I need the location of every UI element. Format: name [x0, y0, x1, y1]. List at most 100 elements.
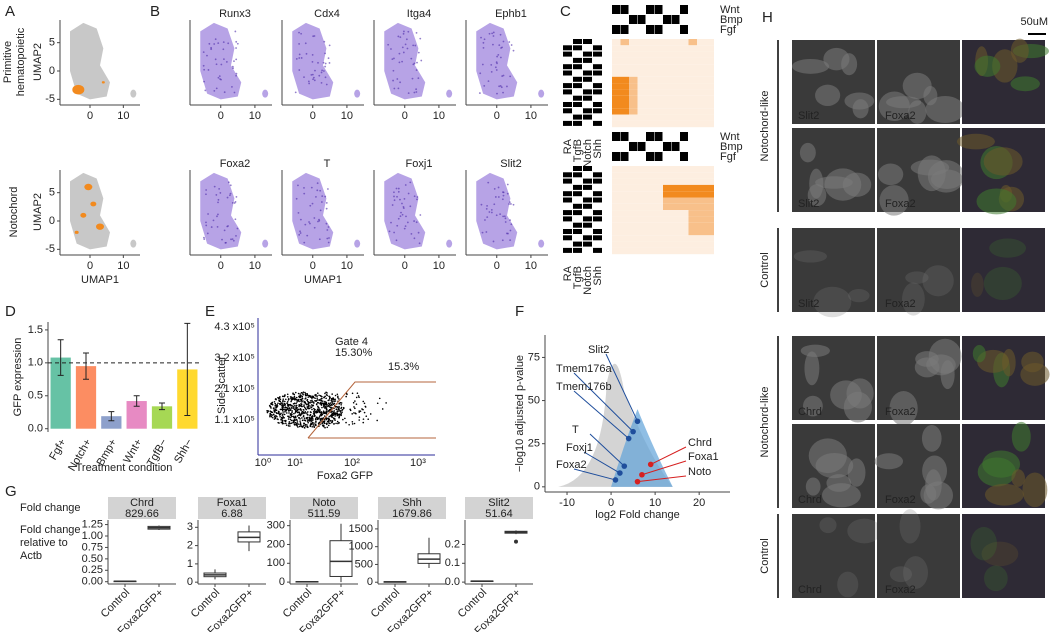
event-dot — [358, 411, 361, 413]
event-dot — [269, 412, 272, 415]
umap-dot — [398, 52, 401, 55]
event-dot — [321, 418, 324, 420]
event-dot — [292, 393, 294, 395]
event-dot — [282, 411, 284, 413]
strip-title: Chrd — [130, 497, 154, 509]
umap-dot — [411, 77, 414, 80]
micrograph-feature — [1011, 469, 1026, 487]
heat-cell — [680, 51, 689, 58]
event-dot — [292, 421, 294, 424]
event-dot — [304, 423, 307, 426]
umap-dot — [512, 49, 515, 52]
umap-dot — [420, 59, 423, 62]
panel-label: G — [5, 483, 17, 500]
design-cell — [583, 89, 592, 95]
design-cell — [563, 216, 572, 222]
micrograph-feature — [915, 351, 939, 367]
umap-dot — [306, 234, 309, 237]
event-dot — [354, 407, 356, 410]
event-dot — [293, 395, 296, 398]
point-label: Foxa2 — [556, 459, 587, 471]
event-dot — [290, 422, 293, 424]
umap-island — [538, 89, 545, 98]
heat-cell — [663, 57, 672, 65]
event-dot — [317, 422, 320, 425]
umap-dot — [316, 182, 319, 185]
y-axis-label: Fold change — [20, 524, 81, 536]
umap-dot — [308, 221, 310, 223]
design-cell — [620, 25, 629, 34]
umap-dot — [319, 209, 322, 212]
umap-dot — [410, 57, 413, 60]
heat-cell — [637, 178, 646, 185]
event-dot — [355, 396, 358, 399]
event-dot — [326, 403, 328, 406]
umap-dot — [295, 58, 298, 60]
heat-cell — [646, 172, 655, 179]
heat-cell — [680, 229, 689, 236]
micrograph-feature — [878, 91, 910, 122]
umap-dot — [506, 192, 509, 195]
heat-cell — [637, 70, 646, 77]
umap-dot — [393, 57, 395, 60]
heat-cell — [637, 51, 646, 58]
umap-dot — [324, 76, 327, 79]
design-cell — [583, 197, 592, 203]
event-dot — [318, 411, 321, 414]
umap-cells — [292, 172, 334, 250]
design-cell — [573, 102, 582, 107]
heat-cell — [629, 89, 638, 96]
event-dot — [289, 425, 291, 427]
event-dot — [291, 410, 293, 412]
umap-dot — [216, 226, 219, 228]
heat-cell — [646, 120, 655, 128]
event-dot — [274, 411, 276, 413]
umap-dot — [399, 36, 402, 39]
leader-line — [650, 446, 687, 465]
umap-dot — [393, 87, 396, 90]
event-dot — [282, 400, 284, 403]
design-cell — [583, 95, 592, 101]
heat-cell — [663, 241, 672, 248]
event-dot — [334, 394, 337, 397]
event-dot — [318, 399, 321, 401]
umap-dot — [297, 184, 299, 187]
event-dot — [290, 414, 292, 417]
heat-cell — [654, 229, 663, 236]
heat-cell — [629, 210, 638, 217]
umap-dot — [222, 48, 225, 51]
channel-label: Foxa2 — [885, 406, 916, 418]
event-dot — [305, 408, 308, 411]
umap-highlight — [84, 183, 93, 191]
x-tick-label: 0 — [402, 260, 408, 272]
event-dot — [305, 397, 307, 399]
umap-dot — [298, 57, 301, 59]
x-tick-label: 10 — [649, 497, 661, 509]
heat-cell — [637, 235, 646, 242]
event-dot — [329, 402, 332, 404]
event-dot — [306, 398, 309, 401]
umap-dot — [410, 232, 413, 235]
umap-dot — [509, 75, 512, 78]
umap-dot — [213, 185, 216, 188]
heat-cell — [646, 178, 655, 185]
point — [634, 418, 641, 425]
umap-dot — [206, 54, 208, 57]
umap-dot — [406, 47, 409, 50]
heat-cell — [620, 39, 629, 46]
micrograph-feature — [899, 509, 921, 544]
umap-dot — [481, 231, 484, 234]
umap-dot — [505, 232, 508, 235]
umap-island — [262, 89, 269, 98]
heat-cell — [697, 197, 706, 204]
event-dot — [309, 411, 312, 413]
event-dot — [290, 400, 292, 403]
event-dot — [297, 399, 300, 401]
heat-cell — [629, 102, 638, 109]
event-dot — [330, 406, 332, 409]
design-cell — [583, 222, 592, 228]
design-cell — [593, 229, 602, 234]
event-dot — [271, 411, 274, 414]
x-axis-label: log2 Fold change — [595, 509, 679, 521]
event-dot — [337, 395, 339, 398]
